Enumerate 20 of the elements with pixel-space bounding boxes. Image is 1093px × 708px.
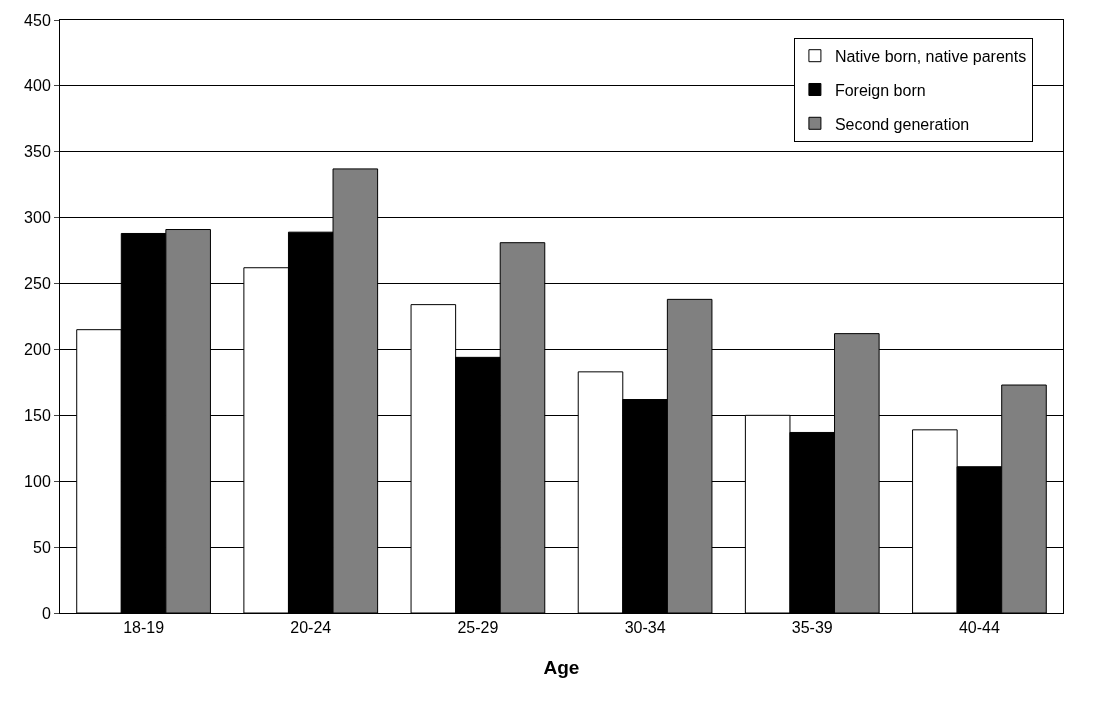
legend-label: Second generation	[834, 115, 970, 133]
y-tick-label: 450	[24, 11, 51, 29]
x-tick-label: 30-34	[624, 619, 666, 637]
x-tick-label: 35-39	[791, 619, 833, 637]
x-tick-label: 18-19	[123, 619, 165, 637]
y-tick-label: 100	[24, 472, 51, 490]
y-tick-label: 400	[24, 77, 51, 95]
y-tick-label: 200	[24, 341, 51, 359]
y-tick-label: 250	[24, 275, 51, 293]
legend-label: Native born, native parents	[834, 47, 1027, 65]
x-axis-title: Age	[543, 657, 580, 678]
y-tick-label: 50	[33, 538, 51, 556]
y-tick-label: 0	[41, 604, 51, 622]
x-tick-label: 40-44	[958, 619, 1000, 637]
x-tick-label: 20-24	[290, 619, 332, 637]
y-tick-label: 350	[24, 143, 51, 161]
x-tick-label: 25-29	[457, 619, 499, 637]
y-tick-label: 150	[24, 406, 51, 424]
legend-label: Foreign born	[834, 81, 926, 99]
y-tick-label: 300	[24, 209, 51, 227]
